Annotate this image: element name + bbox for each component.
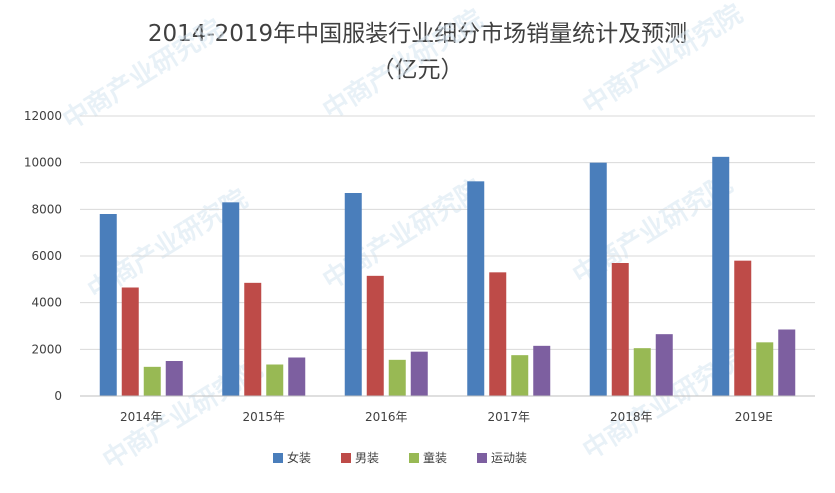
legend-swatch	[477, 453, 487, 463]
y-tick-label: 0	[54, 389, 62, 403]
watermark-text: 中商产业研究院	[317, 3, 488, 126]
bar-1	[589, 162, 607, 396]
y-tick-label: 12000	[24, 109, 62, 123]
legend-label: 男装	[355, 451, 379, 465]
bar-4	[655, 334, 673, 396]
bar-2	[366, 275, 384, 396]
bar-2	[121, 287, 139, 396]
legend-label: 运动装	[491, 451, 527, 465]
bar-1	[222, 202, 240, 396]
chart-subtitle: （亿元）	[371, 57, 464, 83]
chart-title: 2014-2019年中国服装行业细分市场销量统计及预测	[147, 21, 688, 47]
bar-4	[410, 351, 428, 396]
watermark-text: 中商产业研究院	[577, 0, 748, 121]
bar-4	[288, 357, 306, 396]
x-tick-label: 2018年	[610, 410, 653, 424]
x-tick-label: 2014年	[120, 410, 163, 424]
bar-3	[143, 366, 161, 396]
legend-label: 童装	[423, 450, 447, 465]
bar-2	[244, 282, 262, 396]
y-tick-label: 10000	[24, 156, 62, 170]
x-tick-label: 2017年	[487, 410, 530, 424]
legend-swatch	[409, 453, 419, 463]
bar-4	[778, 329, 796, 396]
bar-4	[165, 361, 183, 396]
legend-swatch	[273, 453, 283, 463]
watermark-text: 中商产业研究院	[317, 173, 488, 296]
watermark-text: 中商产业研究院	[57, 13, 228, 136]
bar-3	[511, 355, 529, 396]
bar-3	[266, 364, 284, 396]
y-tick-label: 8000	[31, 202, 62, 216]
bar-1	[467, 181, 485, 396]
legend-label: 女装	[287, 450, 311, 465]
bar-3	[633, 348, 651, 396]
bar-4	[533, 345, 551, 396]
x-tick-label: 2016年	[365, 410, 408, 424]
y-tick-label: 6000	[31, 249, 62, 263]
legend-swatch	[341, 453, 351, 463]
y-tick-label: 2000	[31, 342, 62, 356]
x-tick-label: 2019E	[735, 410, 773, 424]
bar-2	[734, 260, 752, 396]
x-tick-label: 2015年	[242, 410, 285, 424]
bar-1	[99, 214, 117, 396]
bar-1	[712, 156, 730, 396]
y-tick-label: 4000	[31, 296, 62, 310]
bar-2	[611, 263, 629, 396]
bar-3	[756, 342, 774, 396]
bar-3	[388, 359, 406, 396]
bar-2	[489, 272, 507, 396]
bar-1	[344, 193, 362, 396]
